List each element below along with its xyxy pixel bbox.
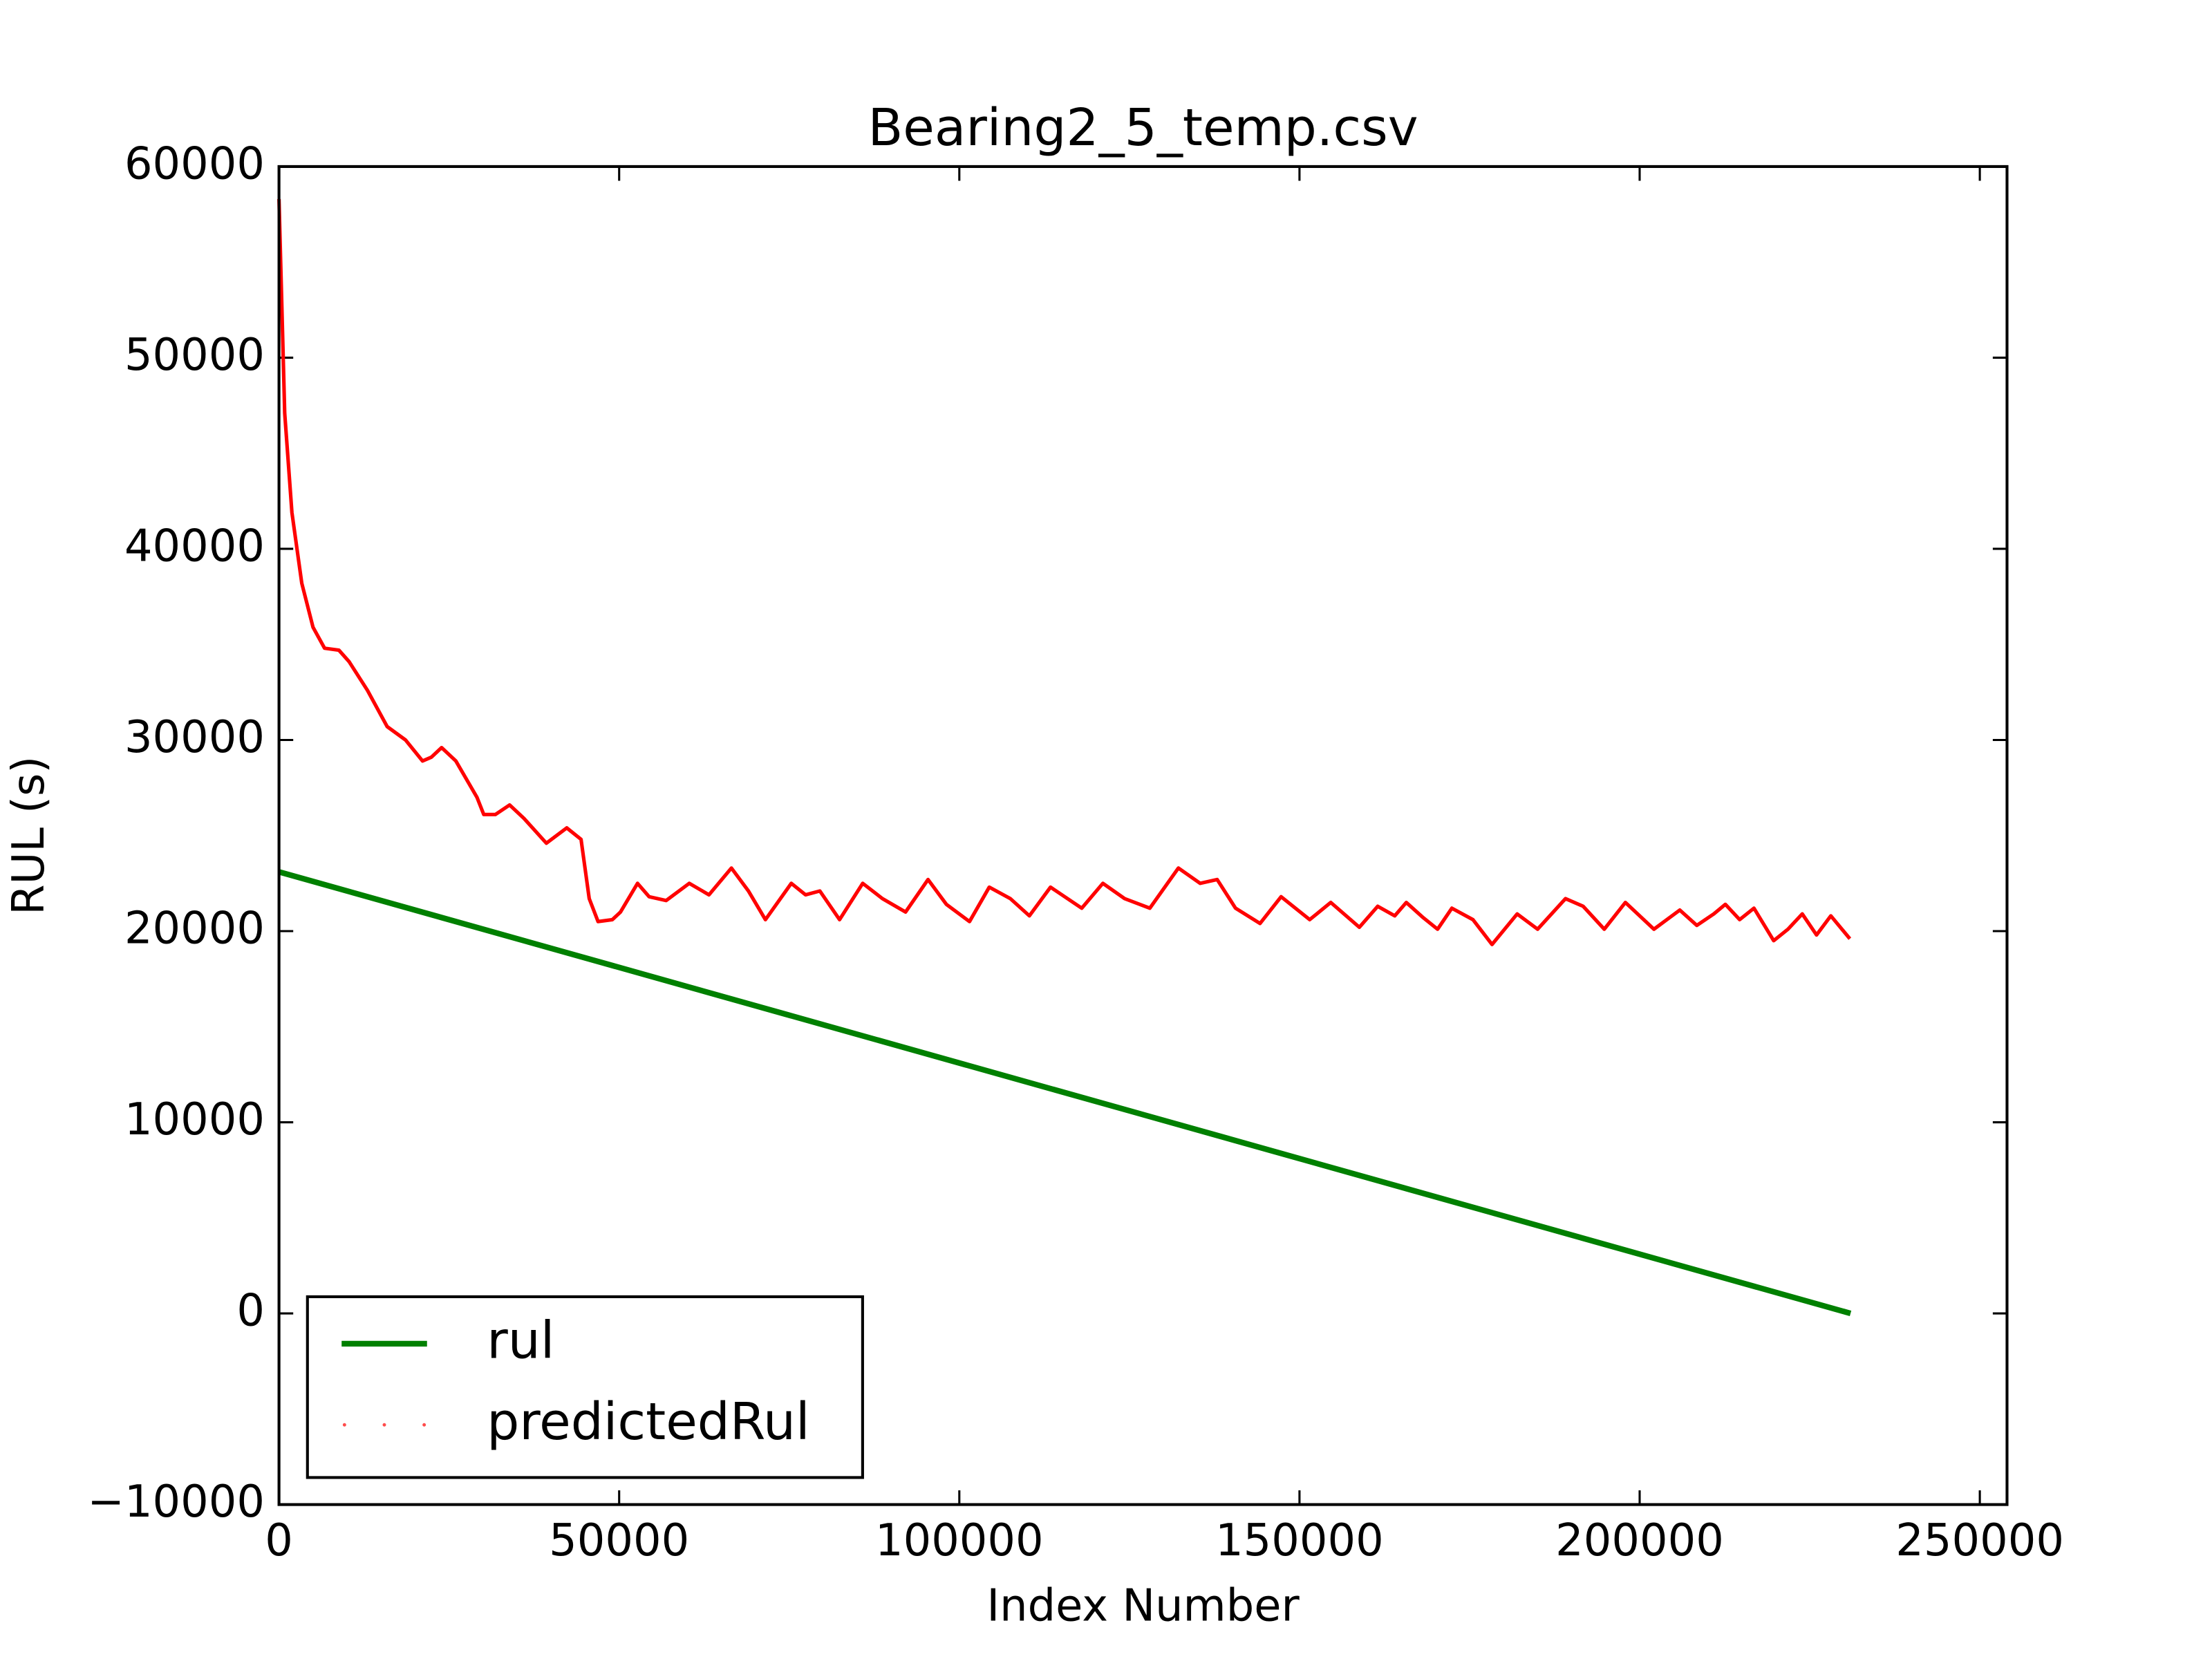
legend-label: predictedRul bbox=[487, 1392, 809, 1452]
legend: rul predictedRul bbox=[306, 1295, 864, 1479]
x-tick-label: 0 bbox=[265, 1515, 293, 1566]
legend-label: rul bbox=[487, 1311, 554, 1370]
x-tick-label: 50000 bbox=[549, 1515, 689, 1566]
plot-frame bbox=[277, 165, 2009, 1506]
x-tick-label: 150000 bbox=[1215, 1515, 1384, 1566]
x-tick-label: 100000 bbox=[875, 1515, 1044, 1566]
data-line bbox=[277, 198, 1852, 946]
y-tick-label: 40000 bbox=[124, 521, 265, 572]
x-tick-label: 200000 bbox=[1555, 1515, 1724, 1566]
y-tick-label: 0 bbox=[236, 1286, 265, 1337]
y-tick-label: 20000 bbox=[124, 903, 265, 955]
y-tick-label: 10000 bbox=[124, 1094, 265, 1145]
y-axis-label: RUL (s) bbox=[3, 756, 55, 915]
y-tick-label: 60000 bbox=[124, 139, 265, 190]
x-axis-label: Index Number bbox=[986, 1580, 1300, 1631]
legend-swatch bbox=[422, 1423, 427, 1427]
y-tick-label: 50000 bbox=[124, 330, 265, 381]
legend-swatch bbox=[382, 1423, 386, 1427]
chart-title: Bearing2_5_temp.csv bbox=[868, 98, 1418, 158]
x-tick-label: 250000 bbox=[1895, 1515, 2064, 1566]
y-tick-label: −10000 bbox=[87, 1477, 265, 1528]
legend-swatch bbox=[342, 1423, 346, 1427]
legend-box bbox=[306, 1295, 864, 1479]
data-line bbox=[278, 869, 1852, 1317]
y-tick-label: 30000 bbox=[124, 712, 265, 763]
